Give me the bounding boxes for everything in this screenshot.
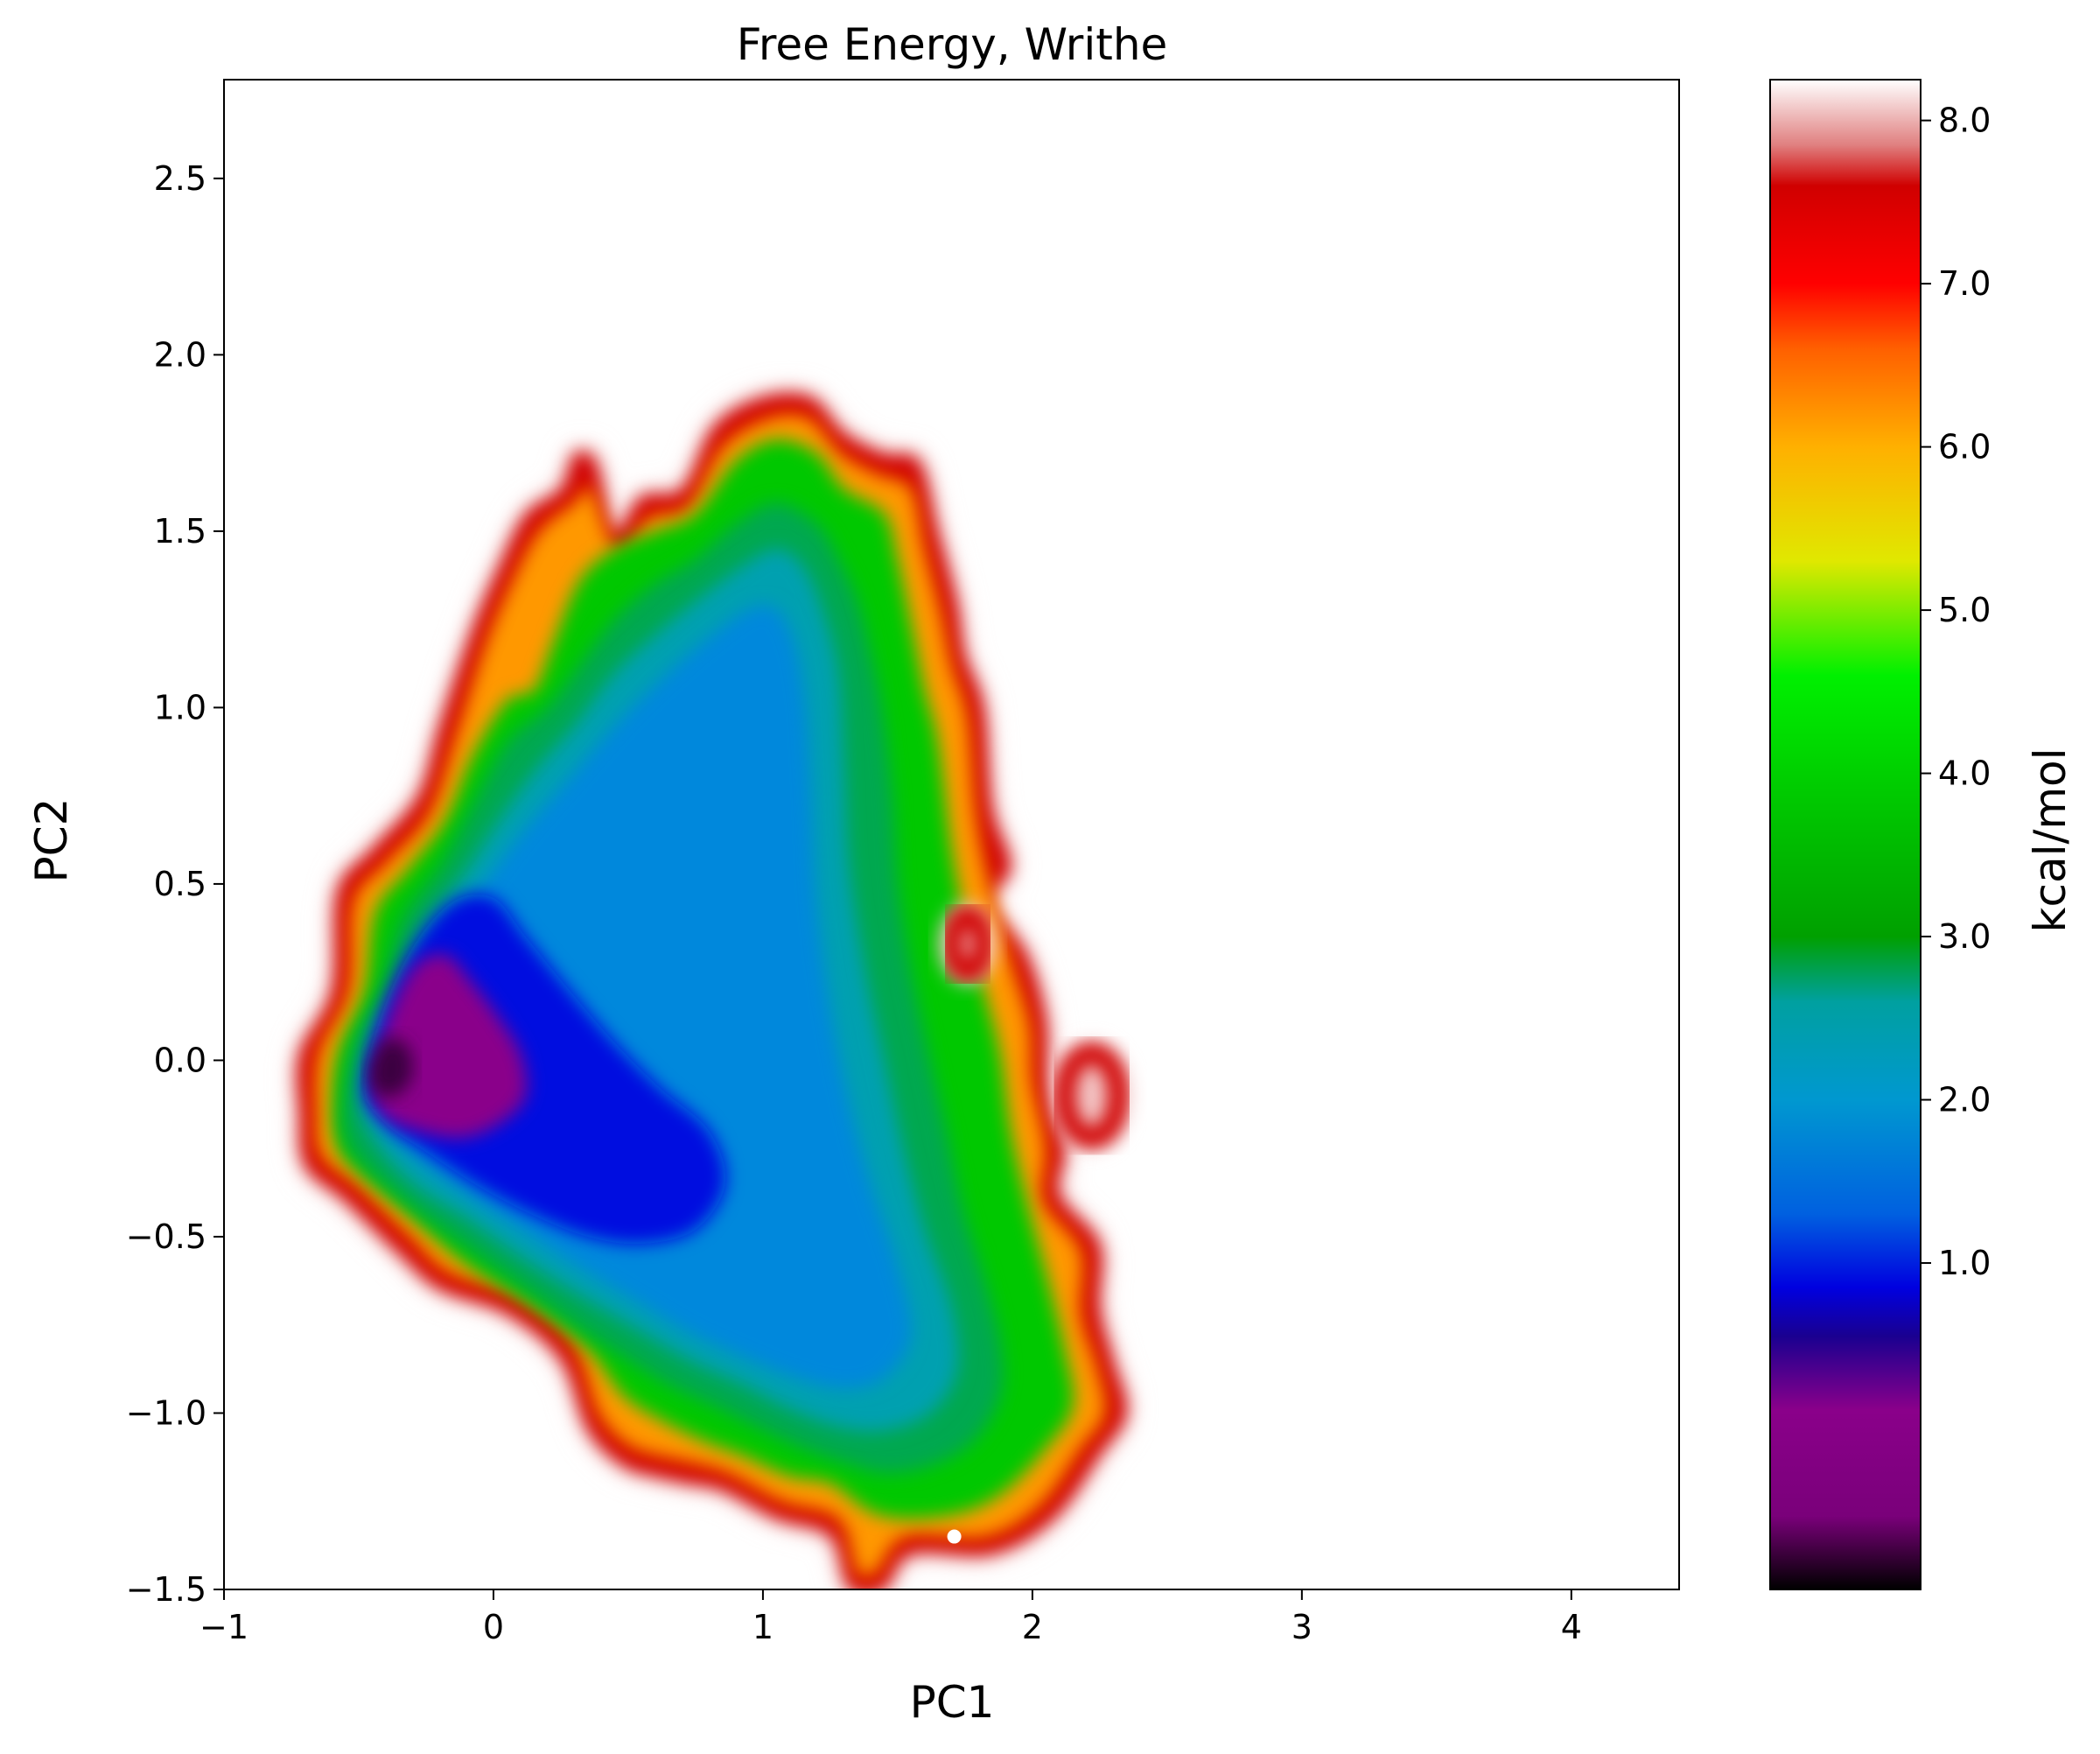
colorbar-tick-label: 3.0 (1938, 917, 1991, 956)
x-tick-label: 1 (752, 1608, 774, 1646)
marker-point (947, 1529, 962, 1544)
colorbar-label: kcal/mol (2025, 747, 2076, 932)
colorbar-tick-label: 4.0 (1938, 754, 1991, 793)
colorbar-tick-label: 7.0 (1938, 264, 1991, 303)
x-tick-label: 0 (483, 1608, 504, 1646)
y-tick-label: −1.5 (126, 1570, 206, 1609)
colorbar-tick-label: 8.0 (1938, 102, 1991, 140)
y-tick-label: 1.5 (154, 512, 206, 551)
x-tick-label: −1 (200, 1608, 248, 1646)
contour-level-m0-6 (368, 1037, 414, 1098)
y-axis-label: PC2 (26, 798, 77, 883)
contour-level-0m3 (372, 953, 528, 1139)
free-energy-surface (297, 393, 1131, 1589)
x-tick-label: 4 (1561, 1608, 1582, 1646)
y-tick-label: 2.5 (154, 159, 206, 198)
x-axis-label: PC1 (910, 1677, 995, 1728)
plot-frame (223, 79, 1680, 1590)
y-tick-label: 0.5 (154, 865, 206, 903)
y-axis: −1.5 −1.0 −0.5 0.0 0.5 1.0 1.5 2.0 2.5 (126, 159, 224, 1609)
y-tick-label: −1.0 (126, 1393, 206, 1432)
colorbar-ticks: 1.0 2.0 3.0 4.0 5.0 6.0 7.0 8.0 (1921, 102, 1991, 1282)
x-tick-label: 3 (1292, 1608, 1312, 1646)
colorbar-tick-label: 5.0 (1938, 591, 1991, 629)
colorbar-bar (1769, 79, 1922, 1590)
y-tick-label: 1.0 (154, 688, 206, 726)
marker-layer (947, 1529, 962, 1544)
y-tick-label: 2.0 (154, 335, 206, 374)
y-tick-label: 0.0 (154, 1041, 206, 1079)
chart-title: Free Energy, Writhe (737, 19, 1168, 70)
x-axis: −1 0 1 2 3 4 (200, 1589, 1582, 1646)
y-tick-label: −0.5 (126, 1217, 206, 1256)
plot-area (223, 79, 1680, 1590)
colorbar-tick-label: 1.0 (1938, 1244, 1991, 1282)
colorbar: 1.0 2.0 3.0 4.0 5.0 6.0 7.0 8.0 kcal/mol (1769, 79, 2076, 1590)
colorbar-tick-label: 2.0 (1938, 1081, 1991, 1119)
island-1 (1054, 1042, 1130, 1149)
colorbar-tick-label: 6.0 (1938, 428, 1991, 467)
island-2 (941, 905, 995, 983)
x-tick-label: 2 (1022, 1608, 1043, 1646)
